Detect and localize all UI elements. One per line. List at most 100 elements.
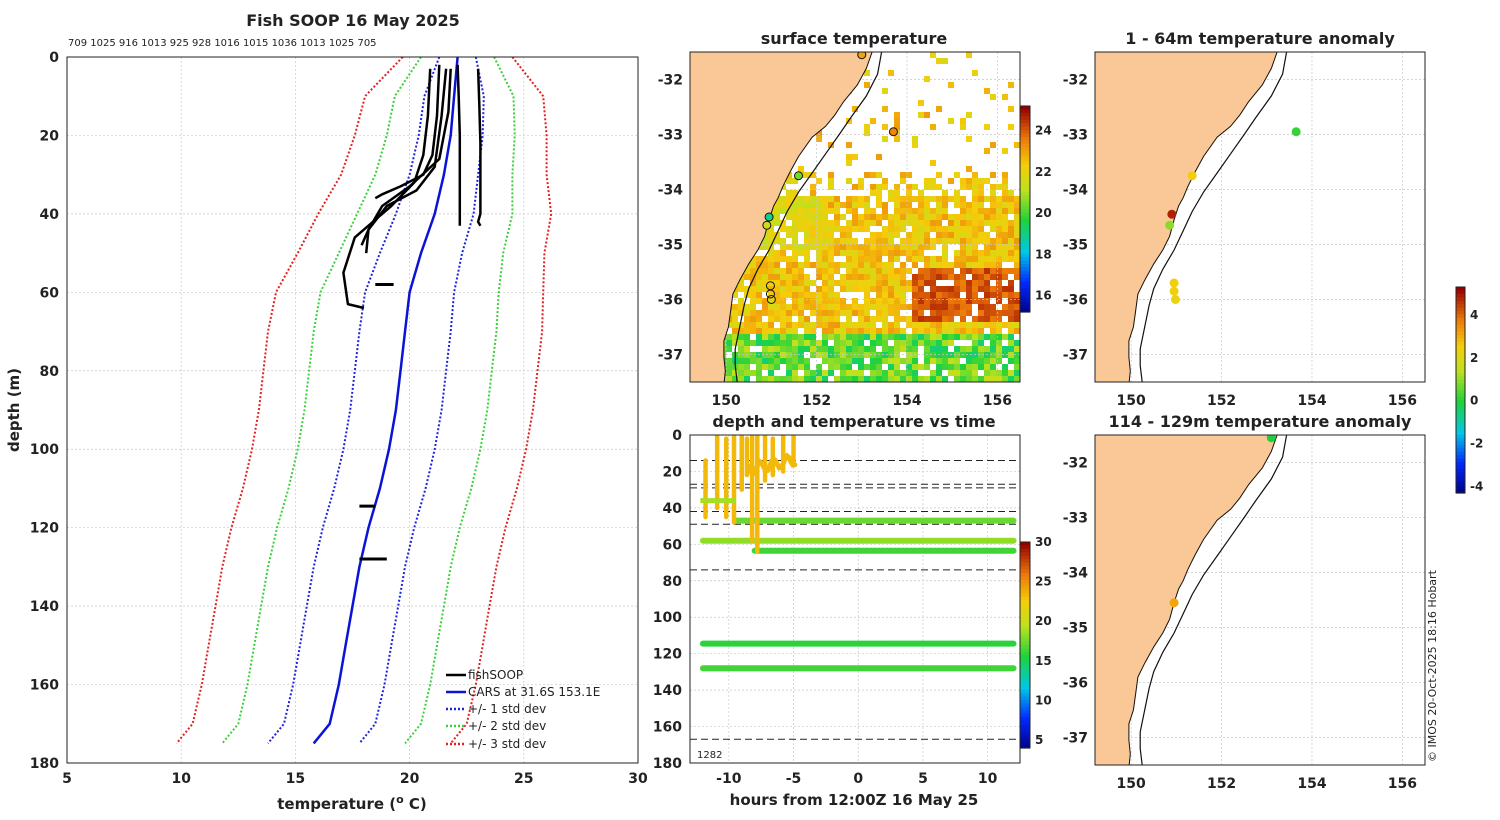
sst-cell [984,256,990,262]
sst-cell [840,376,846,382]
sst-cell [906,352,912,358]
sst-cell [930,196,936,202]
sst-cell [1014,364,1020,370]
sst-cell [786,202,792,208]
sst-cell [930,184,936,190]
sst-cell [900,370,906,376]
sst-cell [822,274,828,280]
sst-cell [780,322,786,328]
sst-cell [1002,346,1008,352]
sst-cell [804,274,810,280]
sst-cell [876,310,882,316]
time-depth-colorbar-band [1020,720,1030,725]
sst-cell [786,268,792,274]
sst-cell [792,202,798,208]
sst-cell [858,310,864,316]
sst-colorbar-band [1020,277,1030,282]
sst-cell [894,298,900,304]
sst-cell [978,364,984,370]
sst-cell [864,364,870,370]
anomaly-colorbar-band [1456,304,1465,309]
sst-cell [912,310,918,316]
std-dev-1-minus [267,56,441,745]
sst-cell [972,262,978,268]
anomaly-lower-ytick-label: -36 [1063,676,1088,692]
sst-cell [768,304,774,310]
sst-cell [912,136,918,142]
sst-cell [882,292,888,298]
sst-cell [984,334,990,340]
sst-cell [990,244,996,250]
anomaly-lower-ytick-label: -35 [1063,621,1088,637]
time-depth-colorbar-band [1020,607,1030,612]
time-depth-colorbar-band [1020,744,1030,749]
anomaly-colorbar-band [1456,417,1465,422]
sst-cell [846,304,852,310]
sst-cell [990,358,996,364]
sst-cell [804,226,810,232]
sst-cell [966,214,972,220]
sst-cell [888,196,894,202]
sst-cell [918,340,924,346]
sst-colorbar-band [1020,184,1030,189]
sst-cell [1014,274,1020,280]
sst-cell [828,250,834,256]
sst-cell [996,268,1002,274]
sst-cell [804,340,810,346]
sst-cell [1014,316,1020,322]
time-depth-ytick-label: 120 [653,647,682,663]
sst-cell [780,208,786,214]
sst-cell [936,262,942,268]
sst-cell [972,286,978,292]
sst-cell [756,292,762,298]
time-depth-colorbar-band [1020,689,1030,694]
sst-colorbar-band [1020,267,1030,272]
sst-cell [792,178,798,184]
sst-cell [810,184,816,190]
sst-cell [738,334,744,340]
sst-cell [888,250,894,256]
time-depth-colorbar-band [1020,686,1030,691]
time-depth-dashed-lines [690,460,1020,740]
sst-cell [804,244,810,250]
sst-cell [960,310,966,316]
sst-cell [846,244,852,250]
sst-cell [1008,256,1014,262]
sst-cell [948,340,954,346]
sst-cell [924,196,930,202]
sst-cell [834,358,840,364]
sst-cell [822,226,828,232]
sst-cell [840,262,846,268]
sst-station-marker [857,52,867,60]
legend-item-std2: +/- 2 std dev [446,719,546,733]
time-depth-ytick-label: 160 [653,720,682,736]
time-depth-ytick-label: 100 [653,610,682,626]
sst-cell [732,328,738,334]
sst-cell [858,256,864,262]
sst-cell [990,376,996,382]
sst-cell [978,178,984,184]
sst-cell [984,286,990,292]
sst-cell [744,322,750,328]
sst-cell [864,226,870,232]
sst-cell [1002,196,1008,202]
anomaly-lower-xtick-label: 156 [1388,776,1417,792]
time-depth-colorbar-band [1020,572,1030,577]
sst-cell [750,352,756,358]
sst-cell [972,178,978,184]
sst-cell [1002,226,1008,232]
sst-cell [930,328,936,334]
sst-cell [1014,370,1020,376]
sst-cell [864,280,870,286]
sst-cell [978,262,984,268]
sst-cell [936,58,942,64]
sst-cell [978,352,984,358]
sst-cell [960,226,966,232]
sst-cell [750,286,756,292]
sst-cell [840,364,846,370]
sst-cell [1008,280,1014,286]
sst-cell [972,184,978,190]
sst-cell [750,322,756,328]
anomaly-colorbar-band [1456,317,1465,322]
